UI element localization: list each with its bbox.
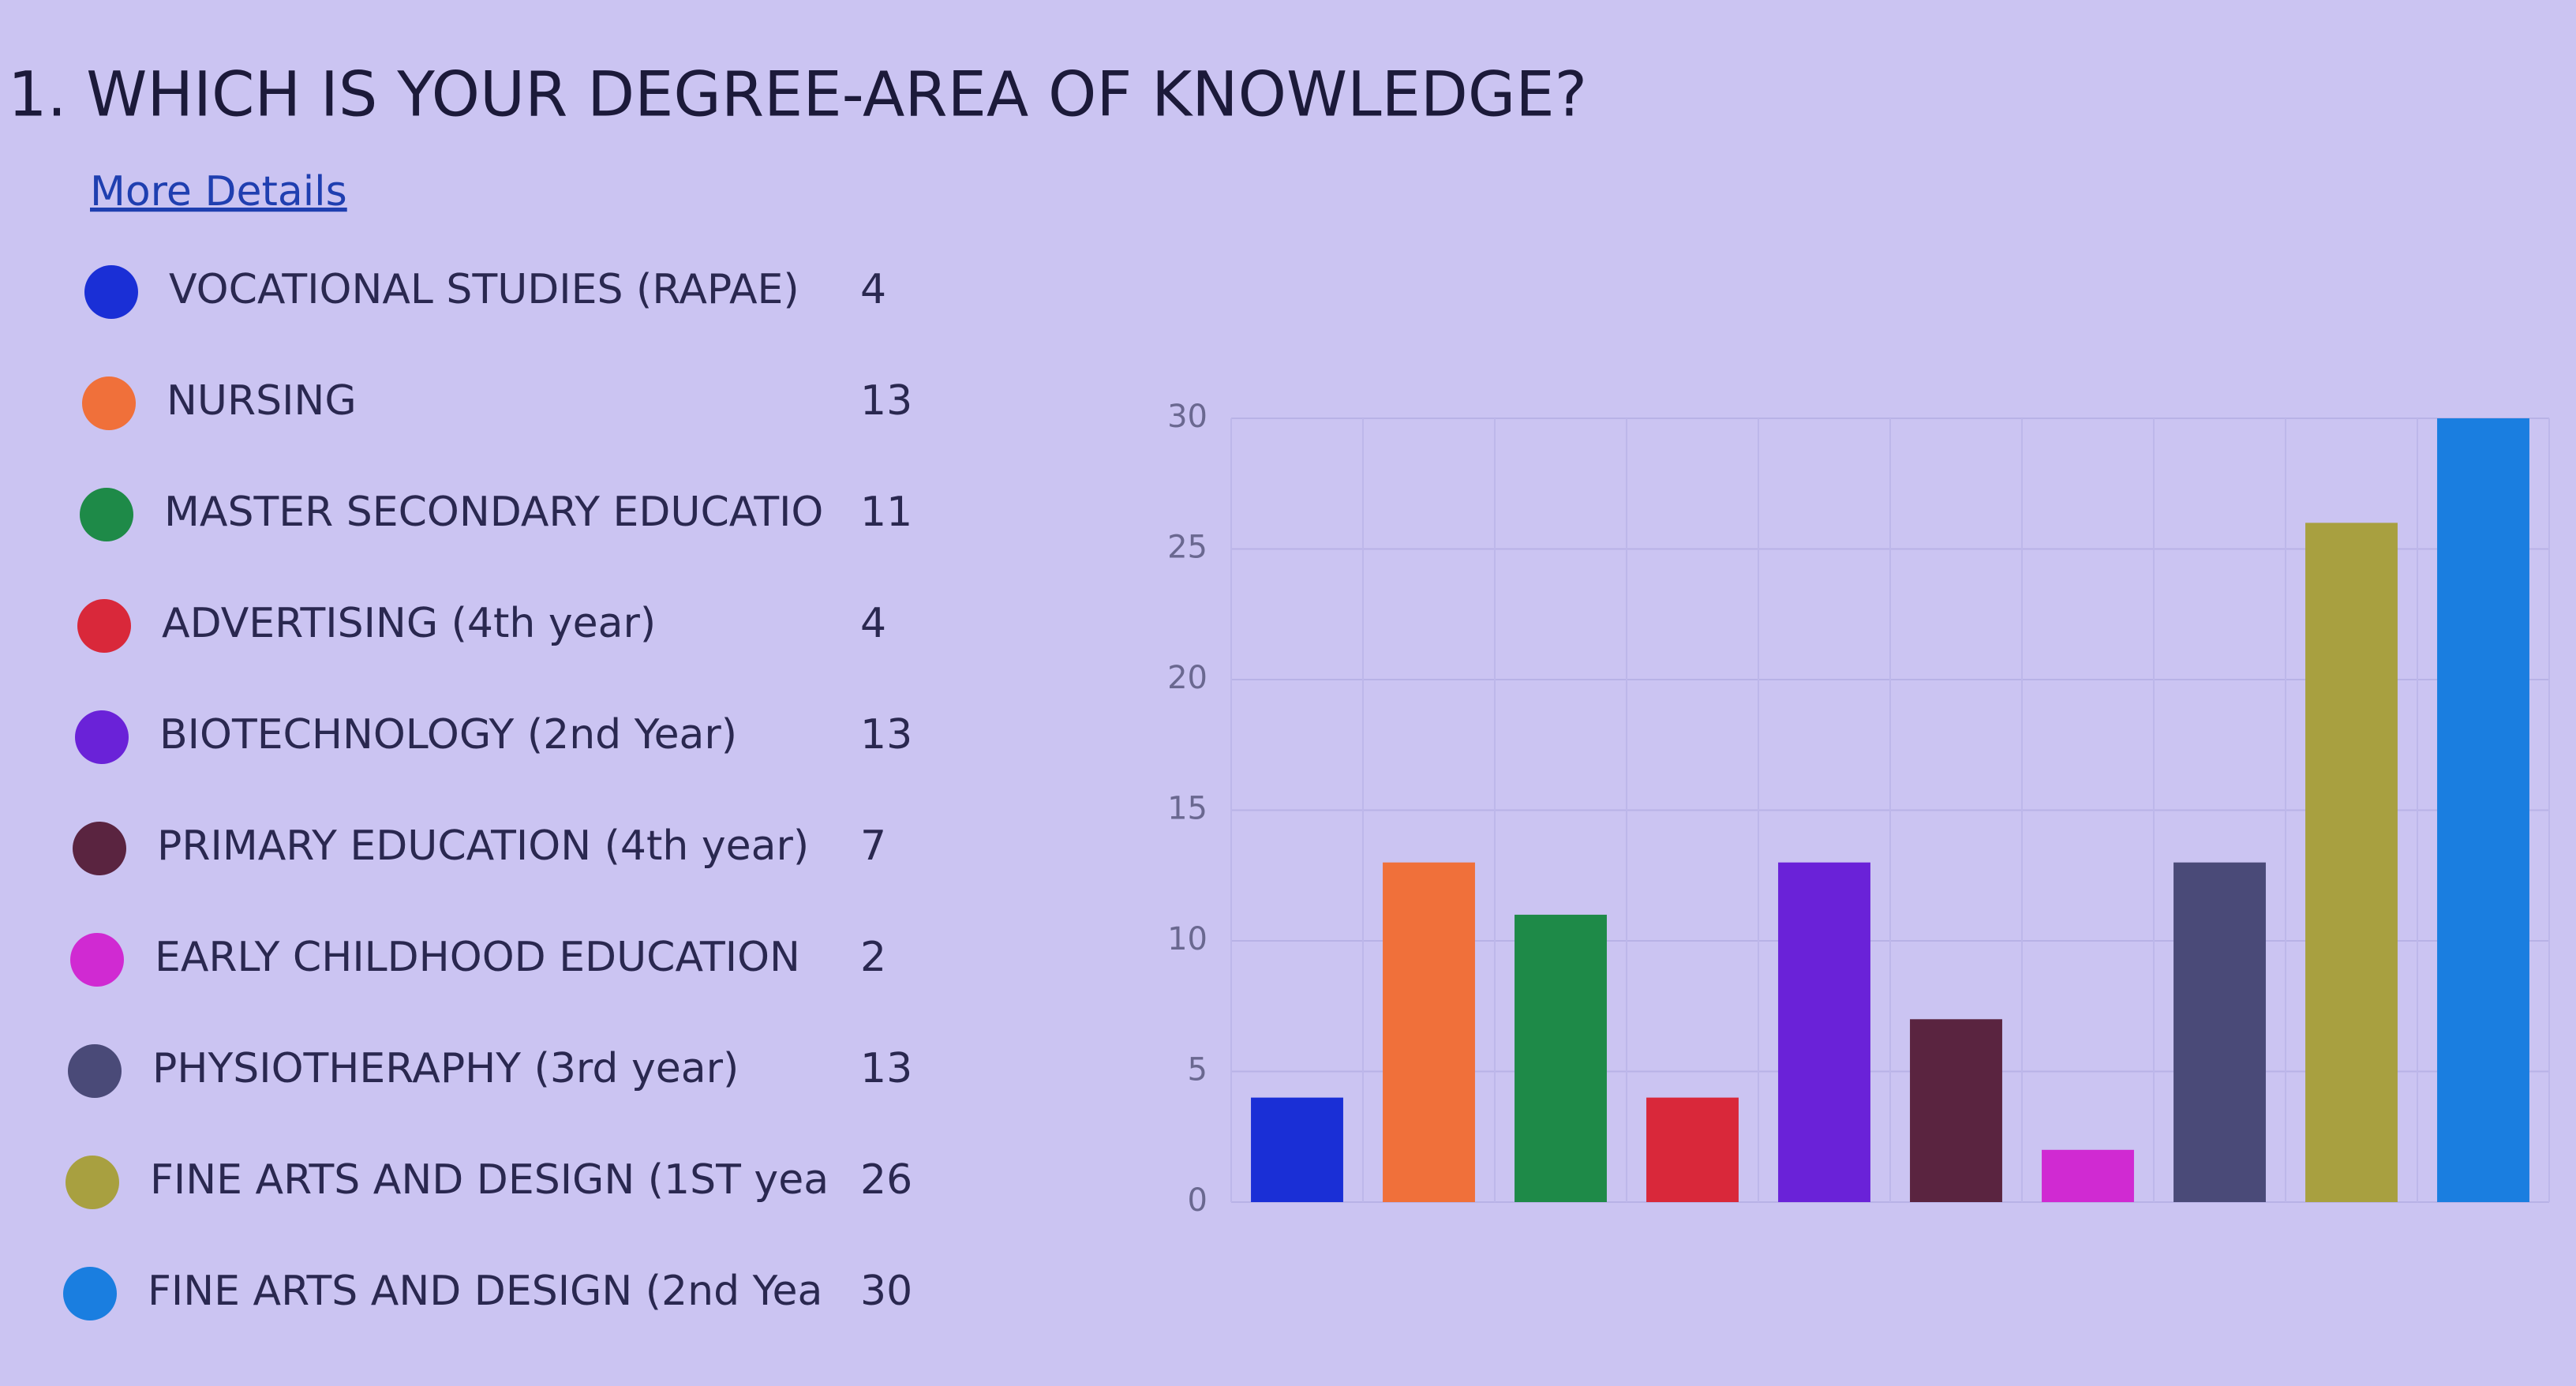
y-tick-label: 20 [1167, 660, 1208, 696]
legend-value: 30 [860, 1268, 912, 1315]
legend-dot [80, 488, 133, 541]
legend-label: PRIMARY EDUCATION (4th year) [157, 822, 809, 870]
y-tick-label: 25 [1167, 530, 1208, 566]
legend-dot [73, 822, 126, 875]
legend-label: NURSING [167, 377, 357, 425]
legend-label: EARLY CHILDHOOD EDUCATION [155, 934, 800, 981]
bar [1646, 1097, 1739, 1202]
legend-value: 11 [860, 489, 912, 536]
legend-value: 13 [860, 1045, 912, 1092]
legend-label: FINE ARTS AND DESIGN (1ST yea [150, 1156, 829, 1204]
legend-dot [75, 710, 129, 764]
legend-value: 26 [860, 1156, 912, 1204]
bar [2042, 1149, 2134, 1202]
y-tick-label: 5 [1188, 1052, 1208, 1088]
legend-label: FINE ARTS AND DESIGN (2nd Yea [148, 1268, 822, 1315]
legend-dot [63, 1267, 117, 1320]
legend-dot [68, 1044, 122, 1098]
more-details-link[interactable]: More Details [90, 168, 347, 215]
legend-value: 2 [860, 934, 886, 981]
legend-dot [82, 376, 136, 430]
legend-label: MASTER SECONDARY EDUCATIO [164, 489, 823, 536]
bar [2437, 418, 2529, 1202]
legend-dot [66, 1156, 119, 1209]
bar [1383, 862, 1475, 1202]
y-tick-label: 15 [1167, 791, 1208, 827]
legend-label: VOCATIONAL STUDIES (RAPAE) [169, 266, 799, 313]
y-tick-label: 0 [1188, 1182, 1208, 1219]
bar [1910, 1019, 2002, 1202]
legend-value: 13 [860, 711, 912, 759]
legend-label: ADVERTISING (4th year) [162, 600, 656, 647]
legend-label: BIOTECHNOLOGY (2nd Year) [159, 711, 737, 759]
legend-dot [70, 933, 124, 987]
legend-value: 4 [860, 600, 886, 647]
legend-label: PHYSIOTHERAPHY (3rd year) [152, 1045, 739, 1092]
legend-value: 13 [860, 377, 912, 425]
bar [1515, 914, 1607, 1202]
bar [2305, 523, 2398, 1202]
bar [2174, 862, 2266, 1202]
legend-dot [77, 599, 131, 653]
bar [1778, 862, 1870, 1202]
bar [1251, 1097, 1343, 1202]
legend-dot [84, 265, 138, 319]
legend-value: 4 [860, 266, 886, 313]
legend-value: 7 [860, 822, 886, 870]
y-tick-label: 10 [1167, 921, 1208, 957]
chart-title: 1. WHICH IS YOUR DEGREE-AREA OF KNOWLEDG… [8, 59, 1587, 130]
y-tick-label: 30 [1167, 399, 1208, 435]
